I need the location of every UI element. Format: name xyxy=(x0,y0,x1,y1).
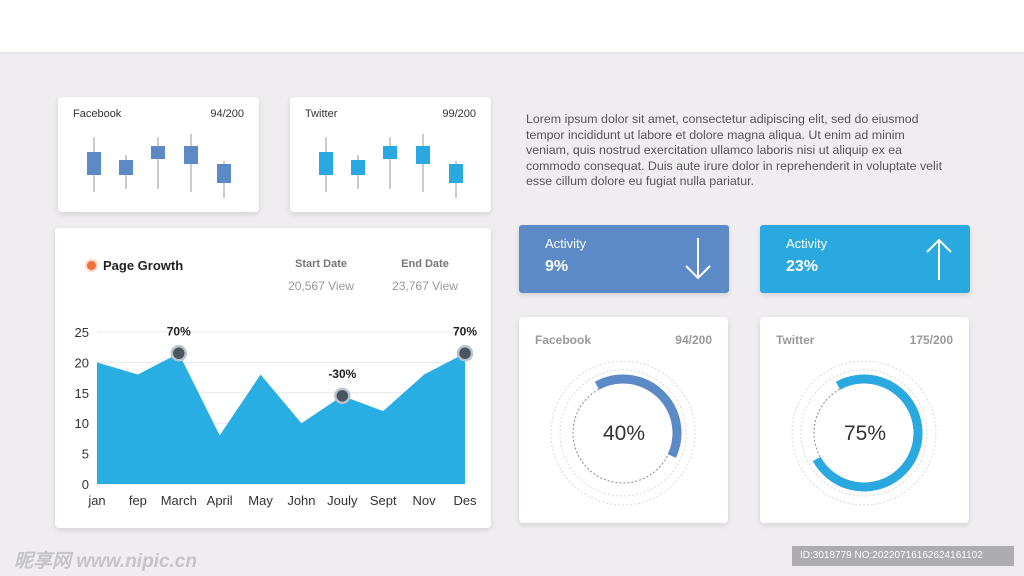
twitter-donut-title: Twitter xyxy=(776,333,815,347)
facebook-donut-percent: 40% xyxy=(602,422,646,445)
data-point-marker xyxy=(456,345,474,362)
candle-body xyxy=(383,146,397,159)
twitter-card-title: Twitter xyxy=(305,108,338,120)
twitter-donut-score: 175/200 xyxy=(909,333,953,347)
activity-card-up: Activity 23% xyxy=(760,225,970,293)
page-growth-title: Page Growth xyxy=(103,258,184,273)
x-tick-label: April xyxy=(207,493,233,508)
donut-progress-arc xyxy=(594,374,682,458)
x-tick-label: Sept xyxy=(370,493,397,508)
start-date-block: Start Date 20,567 View xyxy=(276,258,366,293)
activity-value: 23% xyxy=(786,258,819,275)
y-tick-label: 15 xyxy=(75,386,89,401)
candle-body xyxy=(319,152,333,175)
twitter-donut-card: Twitter 175/200 75% xyxy=(760,317,969,523)
twitter-candle-card: Twitter 99/200 xyxy=(290,97,491,212)
end-date-label: End Date xyxy=(401,258,449,270)
twitter-donut-chart xyxy=(791,360,937,506)
activity-value: 9% xyxy=(545,258,569,275)
data-point-label: -30% xyxy=(328,367,356,381)
candle-body xyxy=(351,160,365,175)
activity-label: Activity xyxy=(545,236,587,251)
x-tick-label: fep xyxy=(129,493,147,508)
facebook-donut-card: Facebook 94/200 40% xyxy=(519,317,728,523)
growth-area xyxy=(97,353,465,484)
y-tick-label: 25 xyxy=(75,325,89,340)
x-tick-label: John xyxy=(287,493,315,508)
candle-body xyxy=(184,146,198,164)
page-growth-card: Page Growth Start Date 20,567 View End D… xyxy=(55,228,491,528)
start-date-label: Start Date xyxy=(295,258,347,270)
candle-body xyxy=(217,164,231,183)
candle-body xyxy=(449,164,463,183)
facebook-donut-chart xyxy=(550,360,696,506)
x-tick-label: Jouly xyxy=(327,493,358,508)
page-growth-area-chart: 0 5 10 15 20 25 jan fep March April May John Jouly Se… xyxy=(75,324,478,508)
description-text: Lorem ipsum dolor sit amet, consectetur … xyxy=(526,112,943,189)
y-tick-label: 0 xyxy=(82,477,89,492)
end-date-value: 23,767 View xyxy=(392,279,458,293)
candle-body xyxy=(119,160,133,175)
candle-body xyxy=(87,152,101,175)
donut-outer-ring xyxy=(791,360,937,506)
x-tick-label: Des xyxy=(453,493,477,508)
facebook-candle-card: Facebook 94/200 xyxy=(58,97,259,212)
up-arrow-icon xyxy=(926,238,952,280)
twitter-donut-percent: 75% xyxy=(843,422,887,445)
donut-progress-arc xyxy=(812,374,923,492)
top-bar xyxy=(0,0,1024,52)
twitter-card-score: 99/200 xyxy=(442,108,476,120)
x-tick-label: Nov xyxy=(413,493,437,508)
data-point-marker xyxy=(334,387,351,405)
activity-card-down: Activity 9% xyxy=(519,225,729,293)
end-date-block: End Date 23,767 View xyxy=(380,258,470,293)
page-growth-dot-icon xyxy=(87,261,96,270)
twitter-candlestick-chart xyxy=(319,134,463,198)
x-tick-label: March xyxy=(161,493,197,508)
y-tick-label: 10 xyxy=(75,416,89,431)
donut-middle-ring xyxy=(800,369,928,497)
donut-outer-ring xyxy=(550,360,696,506)
x-tick-label: May xyxy=(248,493,273,508)
down-arrow-icon xyxy=(685,238,711,280)
facebook-candlestick-chart xyxy=(87,134,231,198)
data-point-label: 70% xyxy=(167,324,191,338)
y-tick-label: 5 xyxy=(82,447,89,462)
facebook-card-score: 94/200 xyxy=(210,108,244,120)
candle-body xyxy=(416,146,430,164)
y-tick-label: 20 xyxy=(75,355,89,370)
data-point-label: 70% xyxy=(453,324,477,338)
x-tick-label: jan xyxy=(87,493,105,508)
watermark-id: ID:3018779 NO:20220716162624161102 xyxy=(792,546,1014,566)
candle-body xyxy=(151,146,165,159)
facebook-donut-title: Facebook xyxy=(535,333,592,347)
data-point-marker xyxy=(170,345,188,362)
start-date-value: 20,567 View xyxy=(288,279,354,293)
facebook-donut-score: 94/200 xyxy=(675,333,712,347)
donut-middle-ring xyxy=(559,369,687,497)
facebook-card-title: Facebook xyxy=(73,108,122,120)
activity-label: Activity xyxy=(786,236,828,251)
watermark-logo: 昵享网 www.nipic.cn xyxy=(14,551,197,572)
